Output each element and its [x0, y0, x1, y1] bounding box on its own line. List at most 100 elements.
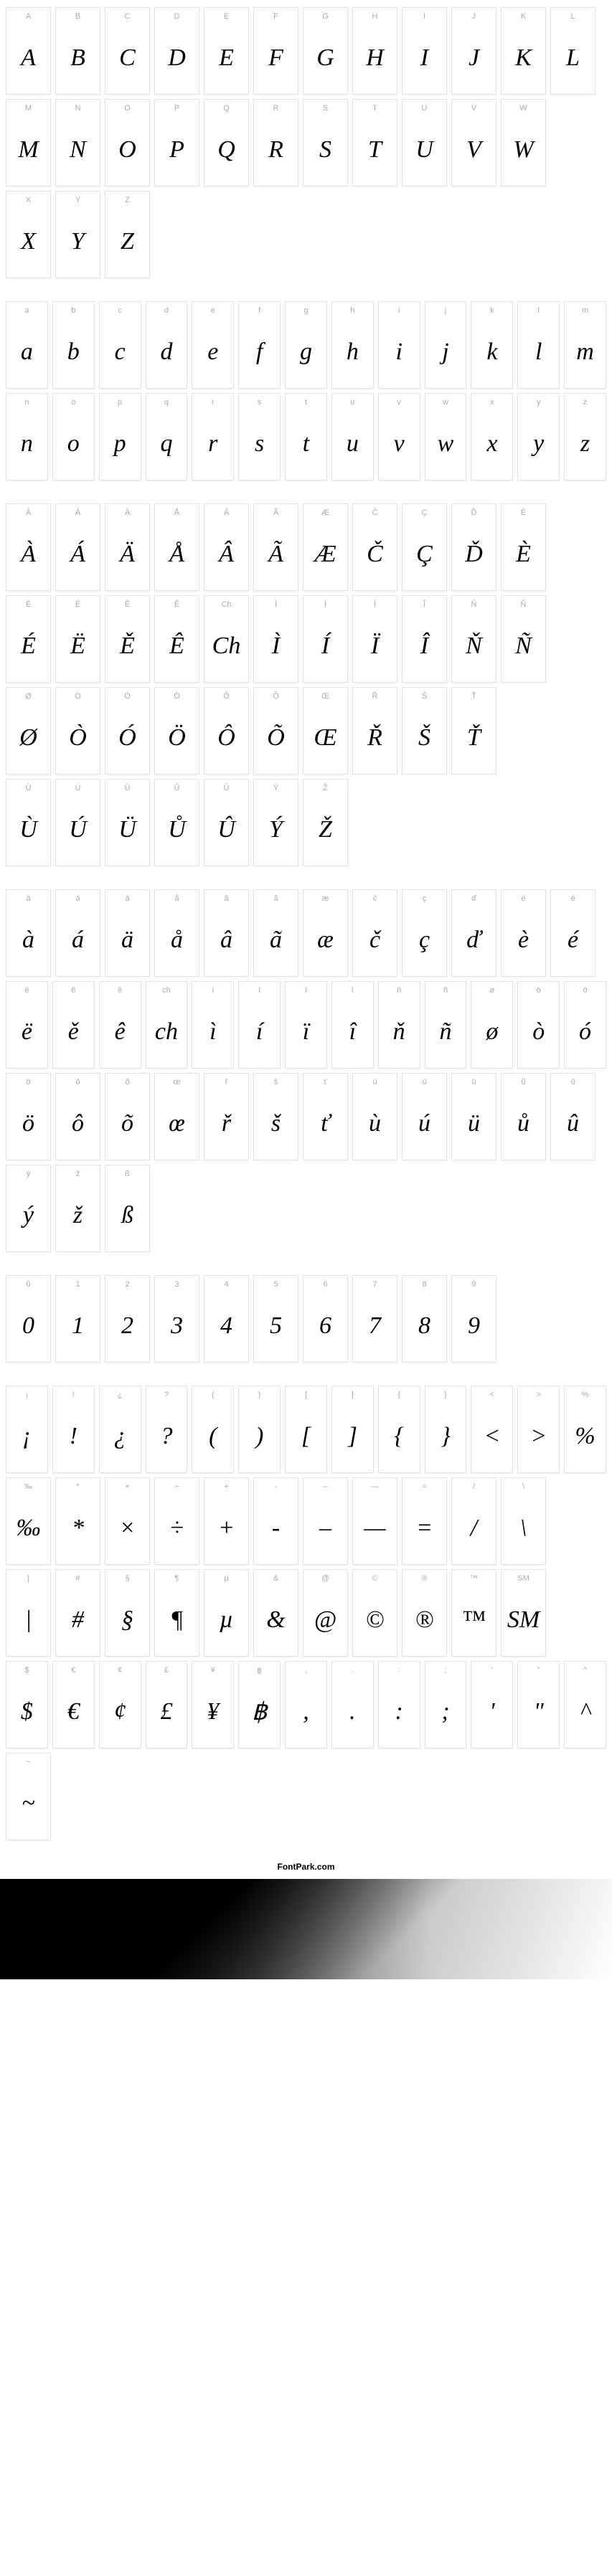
glyph-char: Ó	[105, 702, 149, 774]
glyph-key: s	[258, 398, 262, 408]
glyph-char: ž	[56, 1180, 100, 1251]
glyph-key: ©	[372, 1574, 377, 1584]
glyph-key: ě	[71, 986, 75, 996]
glyph-char: î	[332, 996, 373, 1068]
glyph-char: ÷	[155, 1492, 199, 1564]
glyph-cell: mm	[564, 301, 606, 389]
glyph-char: 6	[303, 1290, 347, 1362]
glyph-char: Ž	[303, 794, 347, 866]
glyph-key: 8	[422, 1280, 426, 1290]
glyph-char: d	[146, 316, 187, 388]
glyph-key: t	[305, 398, 307, 408]
glyph-cell: ||	[6, 1569, 51, 1657]
glyph-cell: SS	[303, 99, 348, 186]
glyph-key: Ä	[125, 508, 130, 518]
glyph-char: ñ	[425, 996, 466, 1068]
glyph-char: è	[502, 904, 545, 976]
glyph-cell: zz	[564, 393, 606, 480]
glyph-cell: ××	[105, 1477, 150, 1565]
glyph-cell: ææ	[303, 889, 348, 977]
glyph-key: û	[570, 1078, 575, 1088]
glyph-key: 7	[372, 1280, 377, 1290]
glyph-char: ě	[53, 996, 94, 1068]
glyph-char: ý	[6, 1180, 50, 1251]
glyph-char: 7	[353, 1290, 397, 1362]
glyph-char: c	[100, 316, 141, 388]
footer-gradient	[0, 1879, 612, 1979]
glyph-key: Z	[125, 196, 130, 206]
glyph-key: F	[273, 12, 278, 22]
glyph-char: Í	[303, 610, 347, 682]
glyph-key: µ	[224, 1574, 228, 1584]
glyph-key: é	[570, 894, 575, 904]
glyph-char: M	[6, 114, 50, 186]
glyph-char: §	[105, 1584, 149, 1656]
glyph-char: 2	[105, 1290, 149, 1362]
glyph-cell: ťť	[303, 1073, 348, 1160]
glyph-cell: ;;	[425, 1661, 467, 1748]
glyph-row: XXYYZZ	[6, 191, 606, 278]
glyph-char: }	[425, 1401, 466, 1472]
glyph-cell: JJ	[451, 7, 496, 95]
glyph-char: Û	[204, 794, 248, 866]
glyph-key: ã	[273, 894, 278, 904]
glyph-key: à	[26, 894, 30, 904]
glyph-char: Ù	[6, 794, 50, 866]
glyph-char: é	[551, 904, 595, 976]
glyph-char: ¶	[155, 1584, 199, 1656]
glyph-cell: kk	[471, 301, 513, 389]
glyph-cell: ii	[378, 301, 420, 389]
glyph-key: Ř	[372, 692, 378, 702]
glyph-cell: ÑÑ	[501, 595, 546, 683]
glyph-cell: ÝÝ	[253, 779, 298, 866]
glyph-cell: åå	[154, 889, 199, 977]
glyph-cell: ee	[192, 301, 234, 389]
glyph-char: ^	[565, 1676, 606, 1748]
glyph-key: Í	[324, 600, 326, 610]
glyph-key: Ó	[124, 692, 131, 702]
section-gap	[6, 485, 606, 503]
glyph-char: u	[332, 408, 373, 480]
glyph-key: ô	[75, 1078, 80, 1088]
glyph-cell: ÷÷	[154, 1477, 199, 1565]
glyph-char: 8	[402, 1290, 446, 1362]
glyph-row: ëëěěêêchchììííïïîîňňññøøòòóó	[6, 981, 606, 1069]
glyph-char: P	[155, 114, 199, 186]
glyph-char: Ř	[353, 702, 397, 774]
glyph-key: 9	[471, 1280, 476, 1290]
glyph-cell: êê	[99, 981, 141, 1069]
glyph-cell: [[	[285, 1386, 327, 1473]
glyph-char: S	[303, 114, 347, 186]
glyph-row: $$€€¢¢££¥¥฿฿,,..::;;''""^^	[6, 1661, 606, 1748]
glyph-key: Á	[75, 508, 80, 518]
glyph-row: ØØÒÒÓÓÖÖÔÔÕÕŒŒŘŘŠŠŤŤ	[6, 687, 606, 775]
glyph-char: q	[146, 408, 187, 480]
glyph-char: l	[518, 316, 559, 388]
glyph-char: Ë	[56, 610, 100, 682]
glyph-char: ì	[192, 996, 233, 1068]
glyph-char: Ě	[105, 610, 149, 682]
glyph-key: J	[472, 12, 476, 22]
glyph-char: ö	[6, 1088, 50, 1160]
glyph-char: ť	[303, 1088, 347, 1160]
glyph-cell: ÏÏ	[352, 595, 397, 683]
glyph-cell: %%	[564, 1386, 606, 1473]
glyph-char: &	[254, 1584, 298, 1656]
glyph-key: b	[71, 306, 75, 316]
glyph-cell: ##	[55, 1569, 100, 1657]
glyph-char: ř	[204, 1088, 248, 1160]
glyph-key: ch	[162, 986, 171, 996]
glyph-cell: ChCh	[204, 595, 249, 683]
glyph-cell: ŠŠ	[402, 687, 447, 775]
glyph-cell: ÅÅ	[154, 503, 199, 591]
glyph-key: I	[423, 12, 425, 22]
glyph-cell: uu	[331, 393, 374, 480]
glyph-char: Q	[204, 114, 248, 186]
glyph-key: D	[174, 12, 180, 22]
glyph-key: C	[125, 12, 131, 22]
glyph-char: Ů	[155, 794, 199, 866]
glyph-char: õ	[105, 1088, 149, 1160]
glyph-char: ô	[56, 1088, 100, 1160]
glyph-key: ñ	[443, 986, 448, 996]
glyph-cell: ®®	[402, 1569, 447, 1657]
